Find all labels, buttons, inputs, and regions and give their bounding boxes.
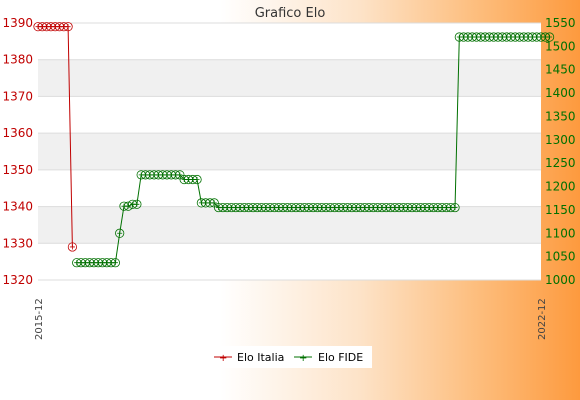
plot-bands xyxy=(38,23,541,280)
data-point-elo-fide xyxy=(115,228,125,238)
y-tick-right: 1450 xyxy=(545,63,576,77)
data-point-cross-elo-italia xyxy=(65,24,71,30)
y-tick-right: 1550 xyxy=(545,16,576,30)
data-point-cross-elo-fide xyxy=(117,230,123,236)
data-point-elo-fide xyxy=(544,32,555,42)
data-point-elo-italia xyxy=(63,22,73,32)
data-point-elo-fide xyxy=(450,202,460,213)
legend-label-elo-fide: Elo FIDE xyxy=(318,351,363,364)
data-point-cross-elo-fide xyxy=(112,260,118,266)
plot-band xyxy=(38,133,541,170)
legend-marker-elo-fide: + xyxy=(299,353,307,364)
chart-title: Grafico Elo xyxy=(255,6,326,21)
y-tick-left: 1320 xyxy=(2,273,33,287)
y-tick-right: 1400 xyxy=(545,86,576,100)
data-point-cross-elo-italia xyxy=(69,244,75,250)
x-tick-label: 2022-12 xyxy=(537,298,548,340)
data-point-elo-italia xyxy=(67,242,77,252)
y-tick-right: 1300 xyxy=(545,133,576,147)
legend-item-elo-fide: + Elo FIDE xyxy=(294,351,363,364)
y-tick-left: 1350 xyxy=(2,163,33,177)
y-tick-right: 1350 xyxy=(545,109,576,123)
legend: + Elo Italia + Elo FIDE xyxy=(208,346,372,368)
y-tick-right: 1000 xyxy=(545,273,576,287)
plot-band xyxy=(38,59,541,97)
y-tick-left: 1380 xyxy=(2,53,33,67)
data-point-cross-elo-fide xyxy=(547,34,553,40)
data-point-cross-elo-fide xyxy=(452,205,458,211)
y-tick-right: 1250 xyxy=(545,156,576,170)
series-layer xyxy=(33,22,555,268)
y-tick-left: 1390 xyxy=(2,16,33,30)
y-tick-right: 1100 xyxy=(545,226,576,240)
y-tick-right: 1050 xyxy=(545,250,576,264)
legend-marker-elo-italia: + xyxy=(219,353,227,364)
grid-lines xyxy=(38,22,541,281)
y-tick-left: 1340 xyxy=(2,200,33,214)
data-point-cross-elo-fide xyxy=(177,172,183,178)
y-tick-right: 1500 xyxy=(545,39,576,53)
y-axis-left: 1320 1330 1340 1350 1360 1370 1380 1390 xyxy=(2,16,33,287)
data-point-elo-fide xyxy=(110,258,120,268)
data-point-cross-elo-fide xyxy=(211,200,217,206)
y-tick-left: 1330 xyxy=(2,236,33,250)
data-point-elo-fide xyxy=(192,174,202,185)
plot-band xyxy=(38,206,541,244)
y-tick-right: 1200 xyxy=(545,180,576,194)
y-tick-left: 1370 xyxy=(2,89,33,103)
data-point-elo-fide xyxy=(132,199,142,209)
y-tick-left: 1360 xyxy=(2,126,33,140)
x-axis: 2015-12 2022-12 xyxy=(34,298,548,340)
data-point-cross-elo-fide xyxy=(194,177,200,183)
y-tick-right: 1150 xyxy=(545,203,576,217)
data-point-cross-elo-fide xyxy=(134,201,140,207)
legend-box xyxy=(208,346,372,368)
x-tick-label: 2015-12 xyxy=(34,298,45,340)
legend-item-elo-italia: + Elo Italia xyxy=(214,351,284,364)
y-axis-right: 1000 1050 1100 1150 1200 1250 1300 1350 1400 1450… xyxy=(545,16,576,287)
legend-label-elo-italia: Elo Italia xyxy=(237,351,284,364)
